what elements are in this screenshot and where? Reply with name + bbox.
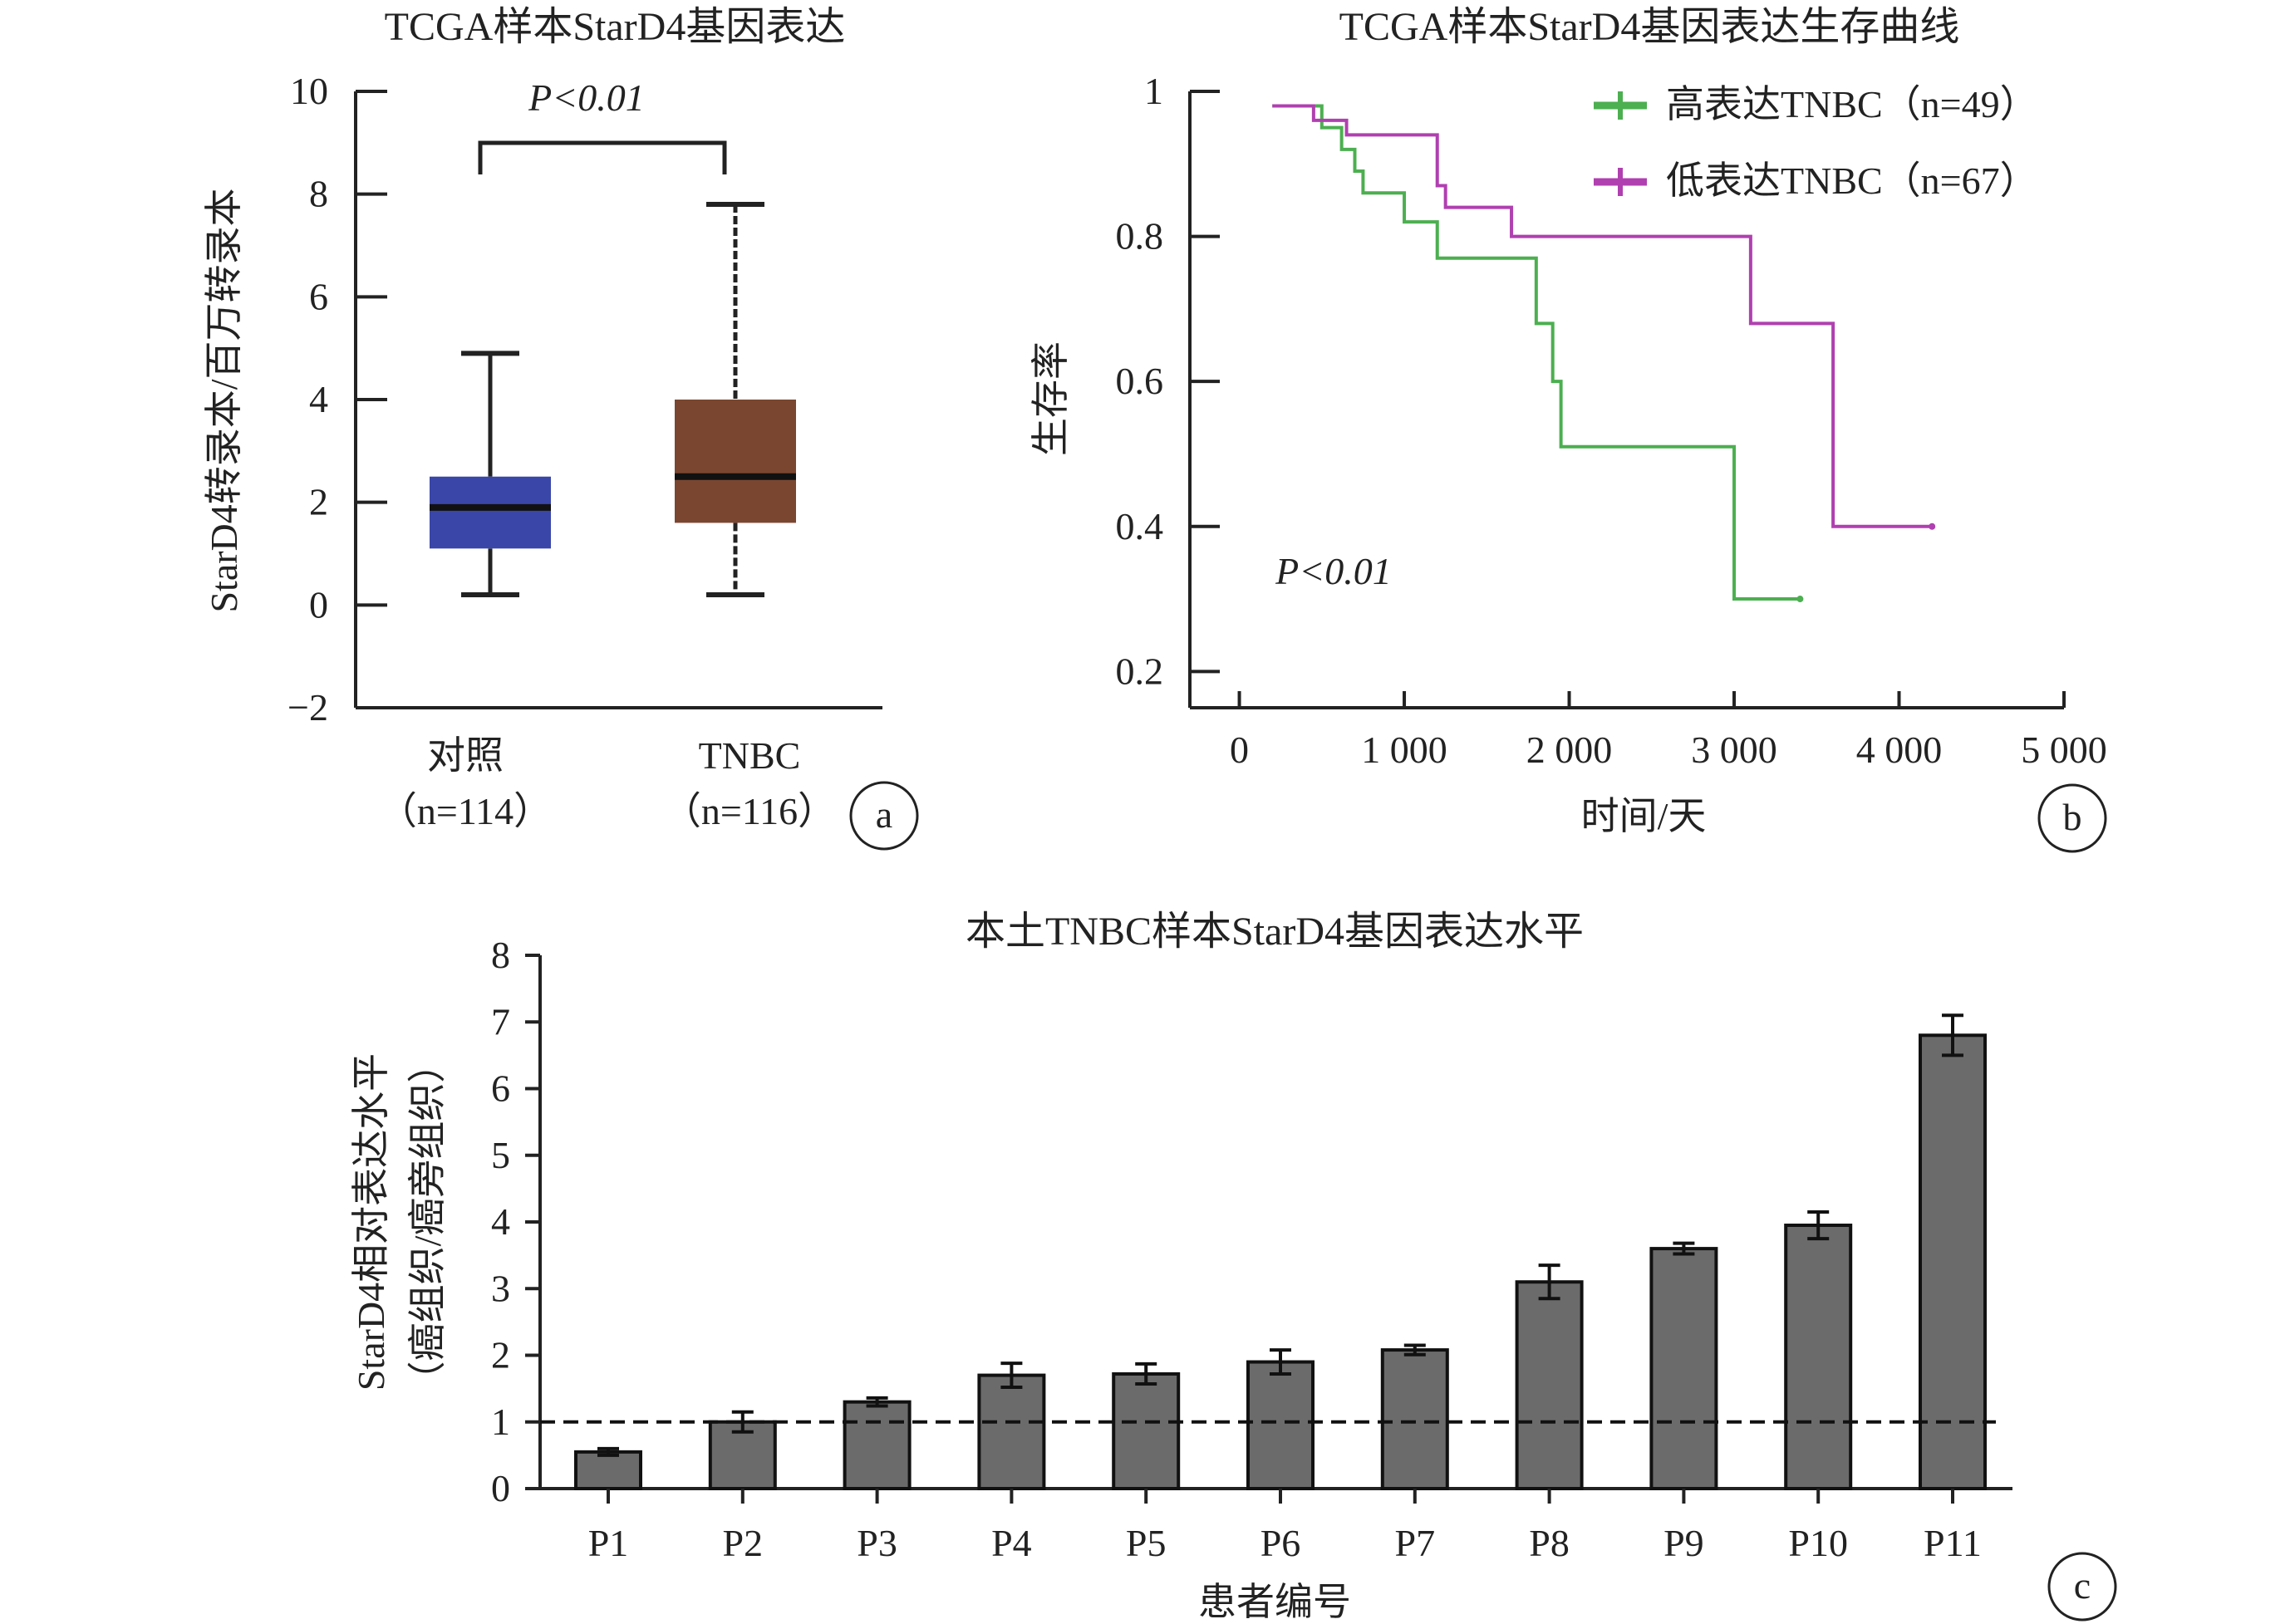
x-tick-label: P5 <box>1126 1522 1167 1564</box>
y-tick-label: 0.2 <box>1116 650 1164 692</box>
panel-b-ylabel: 生存率 <box>1030 341 1072 456</box>
x-tick-label: P6 <box>1260 1522 1301 1564</box>
panel-c-title: 本土TNBC样本StarD4基因表达水平 <box>966 910 1584 954</box>
panel-a-ylabel: StarD4转录本/百万转录本 <box>203 188 245 612</box>
y-tick-label: 7 <box>491 1000 510 1043</box>
y-tick-label: 8 <box>309 173 328 215</box>
legend-label-low: 低表达TNBC（n=67） <box>1666 159 2038 202</box>
x-tick-label: P3 <box>857 1522 897 1564</box>
y-tick-label: 3 <box>491 1267 510 1309</box>
y-tick-label: 0 <box>491 1467 510 1509</box>
y-tick-label: 6 <box>491 1067 510 1110</box>
bar-p8 <box>1515 1280 1584 1490</box>
x-tick-label: P7 <box>1395 1522 1436 1564</box>
panel-b-pvalue: P<0.01 <box>1275 550 1392 592</box>
censor-mark <box>1796 596 1804 603</box>
x-tick-label: 4 000 <box>1856 729 1943 771</box>
y-tick-label: 4 <box>309 378 328 420</box>
x-tick-label: P2 <box>723 1522 764 1564</box>
panel-a-label: a <box>876 793 892 836</box>
bar-p3 <box>843 1400 912 1491</box>
x-tick-label: P1 <box>588 1522 629 1564</box>
bar-p9 <box>1649 1247 1718 1490</box>
x-tick-label: 0 <box>1230 729 1249 771</box>
panel-a-title: TCGA样本StarD4基因表达 <box>385 5 846 49</box>
panel-c-ylabel: StarD4相对表达水平 <box>350 1053 392 1391</box>
y-tick-label: 1 <box>491 1401 510 1443</box>
censor-mark <box>1929 523 1936 530</box>
panel-a-label-circle <box>849 781 919 851</box>
y-tick-label: 0.4 <box>1116 505 1164 547</box>
panel-b-title: TCGA样本StarD4基因表达生存曲线 <box>1339 5 1960 49</box>
panel-c: 本土TNBC样本StarD4基因表达水平 8 7 6 5 4 3 2 1 0 P1 P2 P3 P4 P… <box>350 910 2117 1623</box>
y-tick-label: 1 <box>1144 70 1163 112</box>
significance-bracket <box>478 140 727 174</box>
survival-curve-high <box>1272 104 1801 601</box>
group-label-tnbc: TNBC <box>699 734 801 777</box>
bar-p5 <box>1112 1371 1181 1490</box>
x-tick-label: P10 <box>1788 1522 1848 1564</box>
panel-c-label: c <box>2074 1564 2091 1607</box>
panel-b-label-circle <box>2037 783 2107 853</box>
group-n-tnbc: （n=116） <box>663 790 836 832</box>
panel-b-label: b <box>2063 796 2082 838</box>
y-tick-label: 2 <box>309 481 328 523</box>
box-tnbc <box>675 400 796 523</box>
group-n-control: （n=114） <box>379 790 552 832</box>
x-tick-label: 5 000 <box>2021 729 2107 771</box>
panel-b: TCGA样本StarD4基因表达生存曲线 0 1 000 2 000 3 000 4 0… <box>1030 5 2107 853</box>
legend-label-high: 高表达TNBC（n=49） <box>1666 83 2038 125</box>
panel-a-pvalue: P<0.01 <box>528 76 645 119</box>
panel-c-label-circle <box>2047 1552 2117 1622</box>
y-tick-label: 2 <box>491 1334 510 1376</box>
x-tick-label: P11 <box>1924 1522 1982 1564</box>
x-tick-label: P8 <box>1529 1522 1570 1564</box>
box-control <box>430 476 551 549</box>
y-tick-label: 5 <box>491 1134 510 1176</box>
bar-p11 <box>1919 1033 1987 1491</box>
x-tick-label: P4 <box>991 1522 1032 1564</box>
y-tick-label: 8 <box>491 934 510 976</box>
y-tick-label: 0.6 <box>1116 360 1164 402</box>
bar-p1 <box>574 1450 642 1491</box>
x-tick-label: 2 000 <box>1526 729 1613 771</box>
bar-p10 <box>1784 1224 1853 1490</box>
legend: 高表达TNBC（n=49） 低表达TNBC（n=67） <box>1594 83 2038 202</box>
x-tick-label: 1 000 <box>1361 729 1447 771</box>
panel-c-ylabel2: （癌组织/癌旁组织） <box>406 1045 449 1400</box>
y-tick-label: 0.8 <box>1116 215 1164 258</box>
x-tick-label: 3 000 <box>1691 729 1777 771</box>
bar-p4 <box>977 1373 1046 1490</box>
panel-c-xlabel: 患者编号 <box>1198 1581 1351 1623</box>
y-tick-label: 6 <box>309 275 328 317</box>
group-label-control: 对照 <box>427 734 504 777</box>
panel-b-xlabel: 时间/天 <box>1581 795 1707 837</box>
x-tick-label: P9 <box>1663 1522 1704 1564</box>
y-tick-label: −2 <box>287 686 328 729</box>
y-tick-label: 0 <box>309 583 328 626</box>
panel-a: TCGA样本StarD4基因表达 10 8 6 4 2 0 −2 StarD4转录本/百万转… <box>203 5 919 851</box>
y-tick-label: 10 <box>290 70 328 112</box>
y-tick-label: 4 <box>491 1200 510 1243</box>
bar-p7 <box>1380 1348 1449 1490</box>
survival-curve-low <box>1272 104 1933 528</box>
bar-p6 <box>1246 1360 1315 1491</box>
